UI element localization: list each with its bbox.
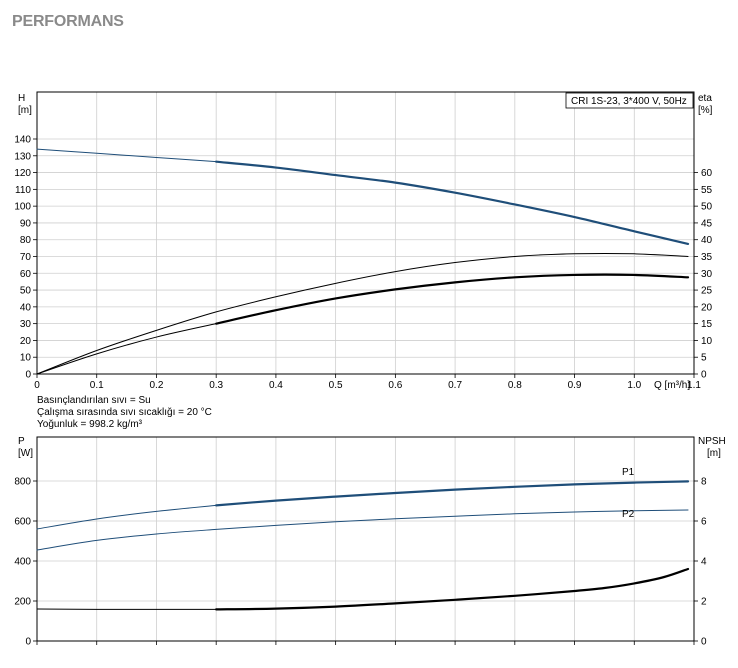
tick-label-right: 8 [701,477,707,488]
series-line-0-0 [36,148,217,163]
tick-label-left: 60 [20,269,32,280]
tick-label-right: 40 [701,235,713,246]
y-right-unit-pct: [%] [698,105,713,116]
bottom-chart-series [36,480,690,611]
tick-label-x: 1.1 [687,380,701,391]
tick-label-x: 0.1 [90,380,104,391]
tick-label-right: 45 [701,218,713,229]
bottom-chart-grid [36,437,695,642]
legend-box [565,92,694,109]
note-density: Yoğunluk = 998.2 kg/m³ [37,419,143,430]
tick-label-left: 40 [20,302,32,313]
tick-label-left: 70 [20,252,32,263]
y-left-label-h: H [18,93,25,104]
tick-label-right: 5 [701,353,707,364]
tick-label-left: 100 [14,202,31,213]
tick-label-left: 200 [14,597,31,608]
tick-label-left: 80 [20,235,32,246]
tick-label-x: 0.7 [448,380,462,391]
tick-label-x: 1.0 [627,380,641,391]
tick-label-left: 20 [20,336,32,347]
x-axis-label: Q [m³/h] [654,380,690,391]
tick-label-right: 35 [701,252,713,263]
series-line-0-3 [36,323,217,375]
series-line-1-4 [215,567,690,611]
tick-label-right: 6 [701,517,707,528]
y-right-label-npsh: NPSH [698,436,726,447]
tick-label-x: 0.6 [388,380,402,391]
legend-text: CRI 1S-23, 3*400 V, 50Hz [571,96,687,107]
tick-label-left: 30 [20,319,32,330]
tick-label-left: 120 [14,168,31,179]
tick-label-left: 0 [25,370,31,381]
top-chart-frame [36,91,695,375]
tick-label-left: 0 [25,637,31,648]
tick-label-right: 55 [701,185,713,196]
top-chart-series [36,148,690,375]
tick-label-left: 110 [15,185,31,196]
tick-label-x: 0.8 [508,380,522,391]
tick-label-right: 10 [701,336,713,347]
tick-label-right: 4 [701,557,707,568]
tick-label-right: 60 [701,168,713,179]
tick-label-x: 0.4 [269,380,283,391]
tick-label-x: 0.5 [329,380,343,391]
tick-label-left: 90 [20,218,32,229]
bottom-chart-ticks: 0 200 400 600 800 0 2 4 6 8 [14,477,707,648]
y-right-label-eta: eta [698,93,712,104]
tick-label-x: 0.3 [209,380,223,391]
tick-label-right: 15 [701,319,713,330]
tick-label-x: 0 [34,380,40,391]
tick-label-x: 0.9 [568,380,582,391]
y-left-unit-w: [W] [18,448,33,459]
tick-label-right: 0 [701,637,707,648]
tick-label-left: 10 [20,353,32,364]
tick-label-left: 130 [14,151,31,162]
page-title: PERFORMANS [12,13,124,30]
tick-label-x: 0.2 [150,380,164,391]
series-label-p2: P2 [622,509,635,520]
tick-label-right: 30 [701,269,713,280]
bottom-chart-frame [36,436,695,642]
tick-label-left: 400 [14,557,31,568]
y-left-unit-m: [m] [18,105,32,116]
top-chart-ticks: 0 10 20 30 40 50 60 70 80 90 100 110 120 130 140 0 5 10 15… [14,135,712,392]
top-chart-grid [36,92,695,375]
series-line-1-2 [36,509,689,551]
tick-label-left: 800 [14,477,31,488]
tick-label-right: 25 [701,286,713,297]
series-line-0-4 [215,273,690,325]
y-left-label-p: P [18,436,25,447]
y-right-unit-npsh-m: [m] [707,448,721,459]
series-line-1-0 [36,504,217,530]
series-label-p1: P1 [622,467,635,478]
tick-label-right: 50 [701,202,713,213]
tick-label-right: 2 [701,597,707,608]
series-line-1-1 [215,480,690,507]
series-line-0-2 [36,252,689,375]
tick-label-left: 50 [20,286,32,297]
tick-label-right: 0 [701,370,707,381]
note-fluid: Basınçlandırılan sıvı = Su [37,395,151,406]
series-line-0-1 [215,160,690,246]
note-temperature: Çalışma sırasında sıvı sıcaklığı = 20 °C [37,407,212,418]
tick-label-left: 140 [14,135,31,146]
tick-label-left: 600 [14,517,31,528]
tick-label-right: 20 [701,302,713,313]
